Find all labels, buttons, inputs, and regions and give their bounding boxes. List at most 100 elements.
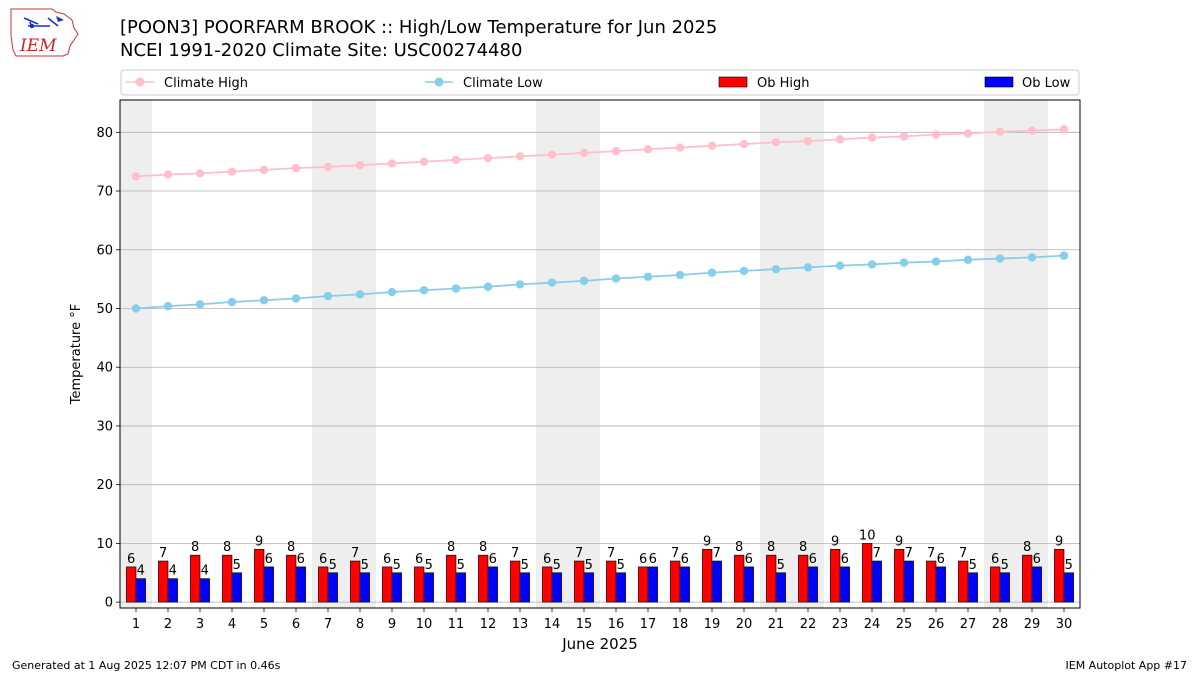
ob-low-label-27: 5 — [969, 558, 977, 573]
ob-low-label-1: 4 — [137, 564, 145, 579]
climate-low-point-10 — [419, 286, 429, 295]
ob-high-label-30: 9 — [1055, 534, 1063, 549]
ob-high-label-22: 8 — [799, 540, 807, 555]
climate-high-point-14 — [547, 150, 557, 159]
ob-high-label-13: 7 — [511, 546, 519, 561]
ob-low-bar-16 — [615, 572, 626, 603]
ob-low-bar-24 — [871, 560, 882, 603]
ob-high-bar-8 — [350, 560, 361, 603]
x-tick-label-9: 9 — [388, 617, 396, 632]
climate-low-line — [135, 254, 1065, 310]
ob-low-bar-1 — [135, 578, 146, 603]
x-tick-label-25: 25 — [896, 617, 913, 632]
ob-low-label-11: 5 — [457, 558, 465, 573]
ob-low-bar-19 — [711, 560, 722, 603]
climate-lines — [131, 125, 1069, 313]
ob-low-bar-10 — [423, 572, 434, 603]
ob-high-bar-2 — [158, 560, 169, 603]
ob-low-bar-22 — [807, 566, 818, 603]
ob-high-label-5: 9 — [255, 534, 263, 549]
climate-high-point-7 — [323, 162, 333, 172]
ob-low-label-22: 6 — [809, 552, 817, 567]
ob-low-label-2: 4 — [169, 564, 177, 579]
climate-high-point-9 — [387, 159, 397, 168]
ob-low-label-17: 6 — [649, 552, 657, 567]
ob-low-label-6: 6 — [297, 552, 305, 567]
ob-high-bar-15 — [574, 560, 585, 603]
x-tick-label-29: 29 — [1024, 617, 1041, 632]
legend-frame — [120, 69, 1080, 96]
climate-low-point-23 — [835, 261, 845, 270]
climate-high-point-5 — [259, 165, 269, 175]
ob-high-label-1: 6 — [127, 552, 135, 567]
climate-high-point-21 — [771, 138, 781, 147]
chart-title: [POON3] POORFARM BROOK :: High/Low Tempe… — [120, 17, 718, 38]
x-tick-label-17: 17 — [640, 617, 657, 632]
ob-high-bar-13 — [510, 560, 521, 603]
weekend-shade-29 — [1016, 100, 1048, 608]
ob-high-label-27: 7 — [959, 546, 967, 561]
ob-high-bar-1 — [126, 566, 137, 603]
climate-low-point-7 — [323, 291, 333, 301]
ob-low-label-14: 5 — [553, 558, 561, 573]
legend: Climate High Climate Low Ob High Ob Low — [120, 69, 1080, 96]
climate-high-point-24 — [867, 133, 877, 142]
chart-subtitle: NCEI 1991-2020 Climate Site: USC00274480 — [120, 40, 523, 61]
ob-low-label-9: 5 — [393, 558, 401, 573]
x-tick-label-16: 16 — [608, 617, 625, 632]
logo-text: IEM — [19, 36, 57, 56]
ob-high-label-2: 7 — [159, 546, 167, 561]
bars — [126, 543, 1074, 603]
ob-high-label-24: 10 — [859, 528, 876, 543]
climate-high-point-27 — [963, 129, 973, 138]
climate-high-point-17 — [643, 145, 653, 154]
ob-low-label-20: 6 — [745, 552, 753, 567]
ob-high-bar-20 — [734, 554, 745, 603]
app-label: IEM Autoplot App #17 — [1065, 659, 1188, 672]
ob-low-label-30: 5 — [1065, 558, 1073, 573]
climate-high-point-26 — [931, 130, 941, 139]
y-tick-label-80: 80 — [96, 126, 113, 141]
climate-high-point-22 — [803, 136, 813, 146]
climate-low-point-17 — [643, 272, 653, 281]
x-tick-label-3: 3 — [196, 617, 204, 632]
y-axis-label: Temperature °F — [69, 304, 84, 405]
ob-high-label-28: 6 — [991, 552, 999, 567]
ob-low-label-21: 5 — [777, 558, 785, 573]
climate-high-point-30 — [1059, 125, 1069, 134]
legend-ob-low: Ob Low — [1022, 76, 1071, 91]
ob-high-label-7: 6 — [319, 552, 327, 567]
ob-low-label-4: 5 — [233, 558, 241, 573]
climate-low-point-25 — [899, 258, 909, 267]
ob-low-bar-26 — [935, 566, 946, 603]
x-tick-label-11: 11 — [448, 617, 465, 632]
ob-low-bar-5 — [263, 566, 274, 603]
plot-frame — [119, 99, 1081, 609]
ob-low-bar-8 — [359, 572, 370, 603]
ob-high-bar-14 — [542, 566, 553, 603]
climate-low-point-19 — [707, 268, 717, 277]
ob-low-label-7: 5 — [329, 558, 337, 573]
climate-high-point-18 — [675, 143, 685, 152]
climate-high-point-28 — [995, 127, 1005, 136]
ob-high-label-15: 7 — [575, 546, 583, 561]
ob-high-bar-26 — [926, 560, 937, 603]
climate-high-point-20 — [739, 139, 749, 149]
ob-high-label-11: 8 — [447, 540, 455, 555]
climate-low-point-28 — [995, 254, 1005, 263]
ob-high-label-10: 6 — [415, 552, 423, 567]
y-tick-label-0: 0 — [105, 596, 113, 611]
ob-low-bar-4 — [231, 572, 242, 603]
ob-low-bar-20 — [743, 566, 754, 603]
ob-low-label-25: 7 — [905, 546, 913, 561]
x-tick-label-21: 21 — [768, 617, 785, 632]
climate-low-point-1 — [131, 304, 141, 313]
ob-high-label-8: 7 — [351, 546, 359, 561]
ob-high-label-12: 8 — [479, 540, 487, 555]
climate-high-point-6 — [291, 163, 301, 173]
weekend-shade-15 — [568, 100, 600, 608]
ob-high-bar-22 — [798, 554, 809, 603]
weekend-shade-7 — [312, 100, 344, 608]
ob-low-label-8: 5 — [361, 558, 369, 573]
